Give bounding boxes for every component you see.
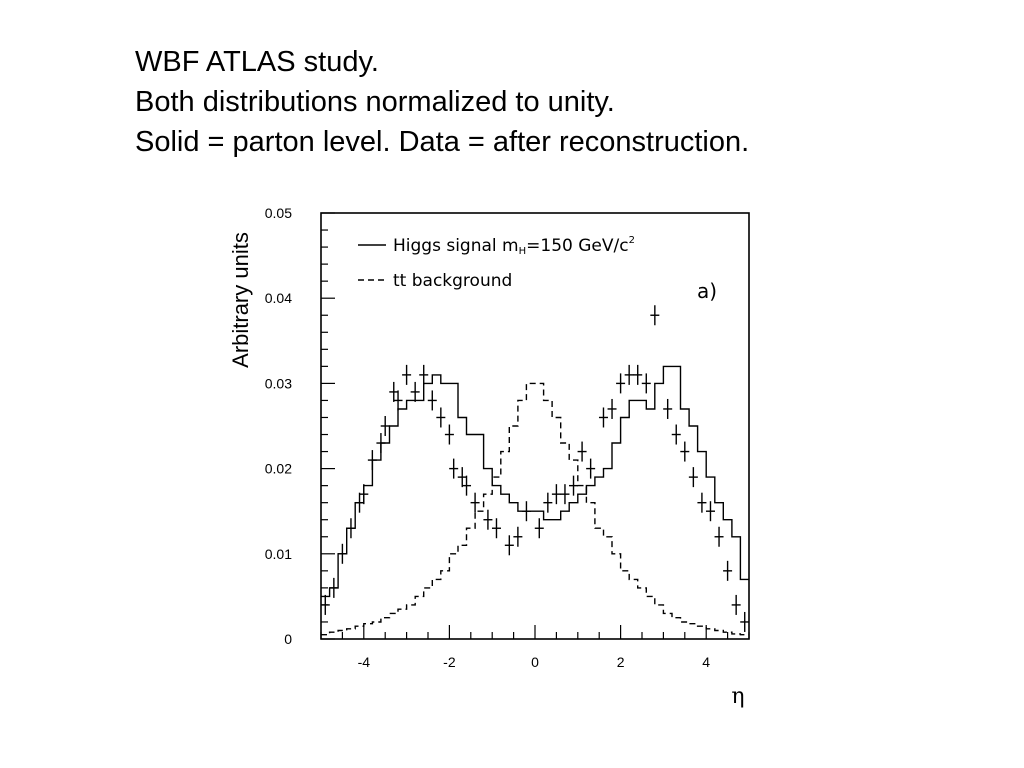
data-point — [607, 398, 617, 419]
data-point — [462, 475, 472, 496]
slide-text: WBF ATLAS study. Both distributions norm… — [135, 42, 995, 162]
legend-background-label: tt background — [393, 271, 512, 291]
data-point — [521, 501, 531, 522]
data-point — [402, 364, 412, 385]
data-point — [380, 416, 390, 436]
data-point — [534, 518, 544, 539]
data-point — [641, 373, 651, 394]
y-tick-label: 0.01 — [265, 546, 292, 562]
data-point — [688, 467, 698, 488]
chart-series — [320, 305, 750, 636]
data-point — [346, 518, 356, 539]
data-point — [436, 407, 446, 428]
slide-title-line: WBF ATLAS study. — [135, 46, 379, 78]
data-point — [671, 424, 681, 445]
x-tick-label: -2 — [443, 654, 456, 670]
data-point — [543, 492, 553, 513]
data-point — [393, 390, 403, 411]
data-point — [504, 535, 514, 556]
data-point — [697, 492, 707, 513]
data-point — [449, 458, 459, 479]
data-point — [680, 441, 690, 462]
data-point — [663, 398, 673, 419]
data-point — [320, 594, 330, 615]
data-point — [569, 475, 579, 496]
x-axis-title: η — [731, 684, 744, 709]
data-point — [491, 518, 501, 539]
y-tick-label: 0.02 — [265, 461, 292, 477]
x-tick-label: 2 — [617, 654, 625, 670]
data-point — [444, 424, 454, 445]
data-point — [740, 611, 750, 632]
x-tick-label: -4 — [358, 654, 371, 670]
data-point — [650, 305, 660, 326]
y-tick-label: 0.04 — [265, 290, 292, 306]
data-point — [633, 364, 643, 385]
data-point — [705, 501, 715, 522]
data-point — [329, 577, 339, 598]
data-point — [624, 364, 634, 385]
signal-histogram-line — [321, 365, 749, 598]
x-tick-label: 4 — [702, 654, 710, 670]
data-point — [337, 543, 347, 564]
y-tick-label: 0 — [284, 631, 292, 647]
data-point — [470, 492, 480, 513]
data-point — [586, 458, 596, 479]
data-point — [513, 526, 523, 547]
data-point — [355, 492, 365, 513]
background-histogram-line — [321, 382, 749, 636]
data-point — [367, 450, 377, 471]
data-point — [714, 526, 724, 547]
y-tick-label: 0.05 — [265, 205, 292, 221]
legend-signal-label: Higgs signal mH=150 GeV/c2 — [393, 235, 635, 257]
data-point — [376, 433, 386, 454]
y-tick-label: 0.03 — [265, 375, 292, 391]
chart-legend: Higgs signal mH=150 GeV/c2 tt background — [358, 235, 635, 291]
data-point — [723, 560, 733, 581]
data-point — [560, 484, 570, 505]
data-point — [731, 594, 741, 615]
data-point — [389, 381, 399, 402]
data-point — [427, 390, 437, 411]
data-point — [598, 407, 608, 428]
slide-caption-line: Solid = parton level. Data = after recon… — [135, 126, 750, 158]
data-point — [419, 364, 429, 385]
data-point — [577, 441, 587, 462]
panel-label: a) — [697, 279, 717, 303]
data-point — [551, 484, 561, 505]
x-tick-label: 0 — [531, 654, 539, 670]
slide-subtitle-line: Both distributions normalized to unity. — [135, 86, 615, 118]
data-point — [457, 467, 467, 488]
data-point — [359, 484, 369, 505]
data-point — [483, 509, 493, 530]
data-point — [616, 373, 626, 394]
y-axis-title: Arbitrary units — [228, 232, 253, 368]
data-point — [410, 381, 420, 402]
